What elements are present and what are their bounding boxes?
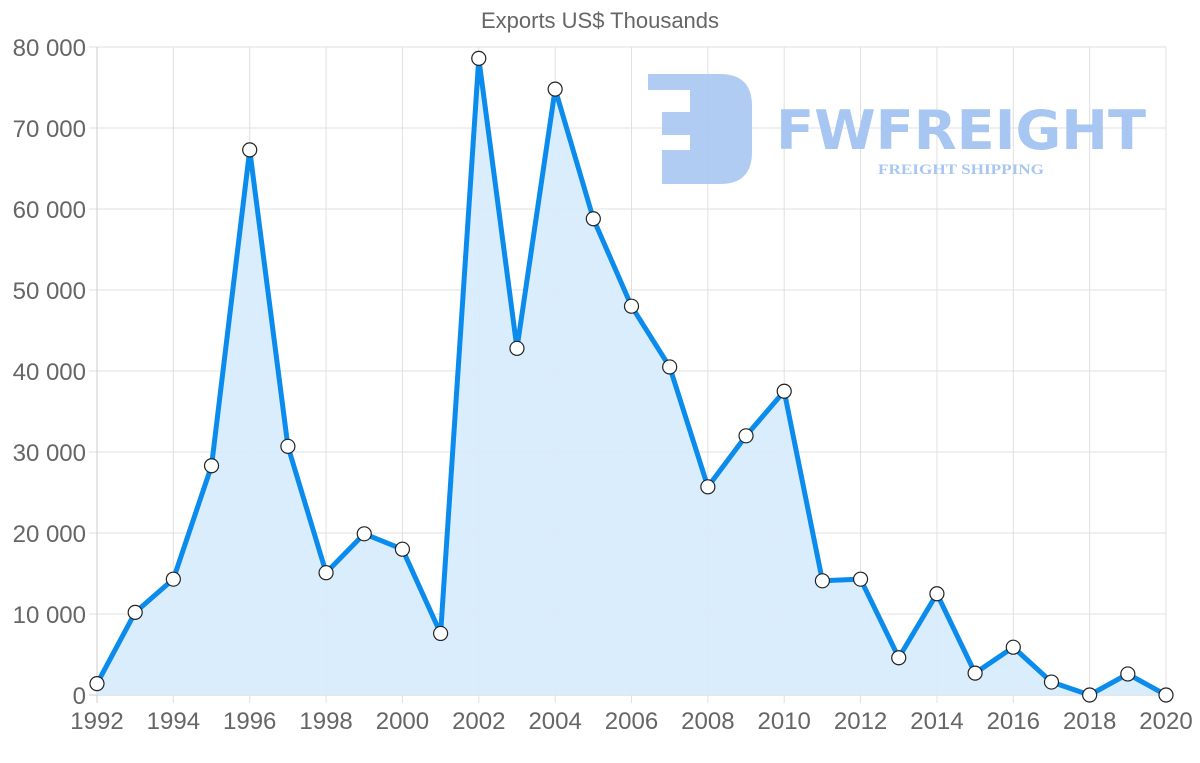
data-point[interactable] (1005, 639, 1021, 655)
data-point[interactable] (471, 50, 487, 66)
watermark-tagline: FREIGHT SHIPPING (878, 162, 1044, 178)
y-tick-label: 30 000 (13, 440, 86, 467)
data-point[interactable] (280, 438, 296, 454)
y-axis: 0 10 000 20 000 30 000 40 000 50 000 60 000 70 … (13, 35, 86, 710)
data-point[interactable] (433, 625, 449, 642)
data-point[interactable] (356, 526, 372, 542)
watermark-logo: FWFREIGHT FREIGHT SHIPPING (648, 74, 1146, 184)
y-tick-label: 70 000 (13, 116, 86, 143)
x-tick-label: 2018 (1063, 708, 1116, 735)
data-point[interactable] (318, 565, 334, 581)
data-point[interactable] (738, 428, 754, 444)
data-point[interactable] (585, 211, 601, 227)
watermark-brand: FWFREIGHT (776, 99, 1146, 162)
data-point[interactable] (967, 665, 983, 681)
data-point[interactable] (127, 604, 143, 620)
x-tick-label: 2010 (758, 708, 811, 735)
y-tick-label: 20 000 (13, 521, 86, 548)
x-tick-label: 2014 (910, 708, 963, 735)
x-tick-label: 2000 (376, 708, 429, 735)
y-tick-label: 80 000 (13, 35, 86, 62)
x-tick-label: 2004 (528, 708, 581, 735)
y-tick-label: 40 000 (13, 359, 86, 386)
data-point[interactable] (814, 573, 830, 589)
data-points (89, 50, 1174, 703)
y-tick-label: 50 000 (13, 278, 86, 305)
data-point[interactable] (852, 571, 869, 587)
data-point[interactable] (623, 298, 640, 314)
data-point[interactable] (547, 81, 563, 97)
data-point[interactable] (1158, 687, 1174, 703)
x-tick-label: 2020 (1139, 708, 1192, 735)
data-point[interactable] (700, 479, 716, 495)
data-point[interactable] (394, 541, 411, 557)
data-point[interactable] (1120, 666, 1136, 682)
x-tick-label: 2002 (452, 708, 505, 735)
data-point[interactable] (662, 359, 678, 375)
data-point[interactable] (509, 340, 525, 356)
x-tick-label: 1998 (299, 708, 352, 735)
x-tick-label: 2012 (834, 708, 887, 735)
x-tick-label: 2016 (987, 708, 1040, 735)
data-point[interactable] (1043, 674, 1060, 690)
x-axis: 1992 1994 1996 1998 2000 2002 2004 2006 2008 2010… (70, 708, 1192, 735)
x-tick-label: 1994 (147, 708, 200, 735)
data-point[interactable] (891, 650, 907, 666)
data-point[interactable] (203, 458, 220, 474)
fw-logo-icon (648, 74, 752, 184)
data-point[interactable] (776, 383, 792, 399)
y-tick-label: 10 000 (13, 602, 86, 629)
y-tick-label: 0 (73, 683, 86, 710)
data-point[interactable] (242, 142, 258, 158)
data-point[interactable] (1082, 687, 1098, 703)
y-tick-label: 60 000 (13, 197, 86, 224)
data-point[interactable] (89, 676, 105, 692)
x-tick-label: 1996 (223, 708, 276, 735)
chart-title: Exports US$ Thousands (480, 8, 720, 33)
x-tick-label: 2008 (681, 708, 734, 735)
data-point[interactable] (165, 571, 181, 587)
data-point[interactable] (929, 586, 945, 602)
x-tick-label: 1992 (70, 708, 123, 735)
x-tick-label: 2006 (605, 708, 658, 735)
